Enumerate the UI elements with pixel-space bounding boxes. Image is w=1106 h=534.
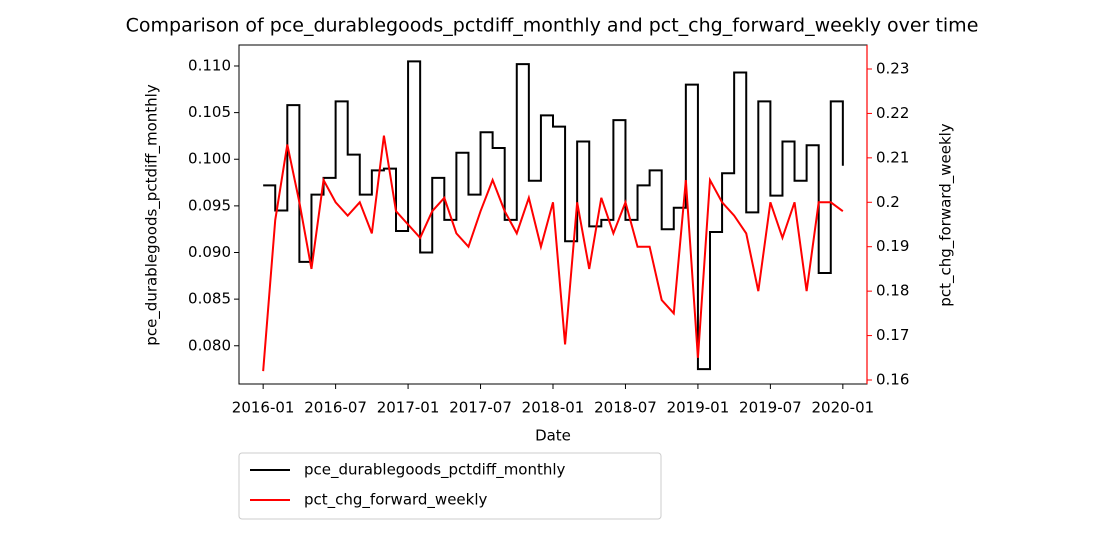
data-line — [263, 60, 844, 371]
legend-label: pce_durablegoods_pctdiff_monthly — [304, 461, 566, 480]
y2-tick-label: 0.16 — [876, 371, 909, 389]
y-axis-label: pce_durablegoods_pctdiff_monthly — [143, 84, 162, 346]
y-tick-label: 0.105 — [188, 103, 231, 121]
x-tick-label: 2018-01 — [522, 399, 585, 417]
legend: pce_durablegoods_pctdiff_monthly pct_chg_… — [238, 452, 662, 520]
y2-tick-label: 0.2 — [876, 193, 900, 211]
y-tick-label: 0.110 — [188, 56, 231, 74]
y2-tick-label: 0.23 — [876, 59, 909, 77]
y2-tick-label: 0.21 — [876, 148, 909, 166]
y2-tick-label: 0.18 — [876, 282, 909, 300]
y-tick-label: 0.100 — [188, 150, 231, 168]
x-tick-label: 2019-07 — [739, 399, 802, 417]
y2-tick-label: 0.17 — [876, 326, 909, 344]
x-tick-label: 2019-01 — [667, 399, 730, 417]
data-line — [262, 135, 844, 372]
y-tick-label: 0.095 — [188, 196, 231, 214]
y2-tick-label: 0.19 — [876, 237, 909, 255]
y2-tick-label: 0.22 — [876, 104, 909, 122]
y2-axis-label: pct_chg_forward_weekly — [937, 123, 956, 307]
legend-box — [238, 452, 662, 520]
chart-title: Comparison of pce_durablegoods_pctdiff_m… — [126, 15, 979, 37]
x-axis-label: Date — [535, 427, 571, 445]
x-tick-label: 2018-07 — [594, 399, 657, 417]
legend-label: pct_chg_forward_weekly — [304, 491, 488, 510]
y-tick-label: 0.090 — [188, 243, 231, 261]
x-tick-label: 2016-07 — [304, 399, 367, 417]
y-tick-label: 0.080 — [188, 336, 231, 354]
y-tick-label: 0.085 — [188, 290, 231, 308]
x-tick-label: 2020-01 — [812, 399, 875, 417]
x-tick-label: 2017-07 — [449, 399, 512, 417]
x-tick-label: 2017-01 — [377, 399, 440, 417]
x-tick-label: 2016-01 — [232, 399, 295, 417]
plot-frame — [238, 44, 868, 385]
